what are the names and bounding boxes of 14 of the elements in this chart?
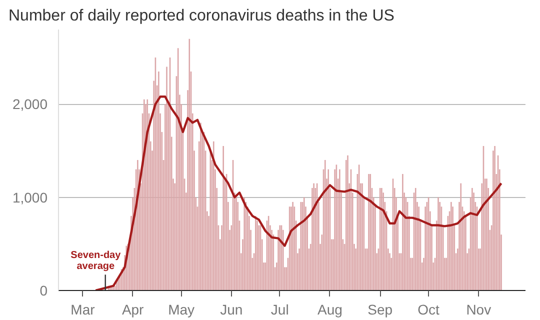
x-tick-label: Jun — [220, 302, 243, 318]
x-tick-label: Mar — [70, 302, 96, 318]
y-tick-label: 2,000 — [12, 96, 48, 112]
y-tick-label: 0 — [40, 282, 48, 298]
x-tick-label: Apr — [122, 302, 144, 318]
x-tick-label: Jul — [270, 302, 289, 318]
x-tick-label: Aug — [318, 302, 342, 318]
y-tick-label: 1,000 — [12, 189, 48, 206]
x-tick-label: May — [168, 302, 195, 318]
annotation: Seven-day average — [70, 250, 122, 272]
x-tick-label: Nov — [466, 302, 492, 318]
x-tick-label: Sep — [368, 302, 393, 318]
chart-title: Number of daily reported coronavirus deaths in the US — [8, 8, 394, 24]
x-tick-label: Oct — [418, 302, 440, 318]
